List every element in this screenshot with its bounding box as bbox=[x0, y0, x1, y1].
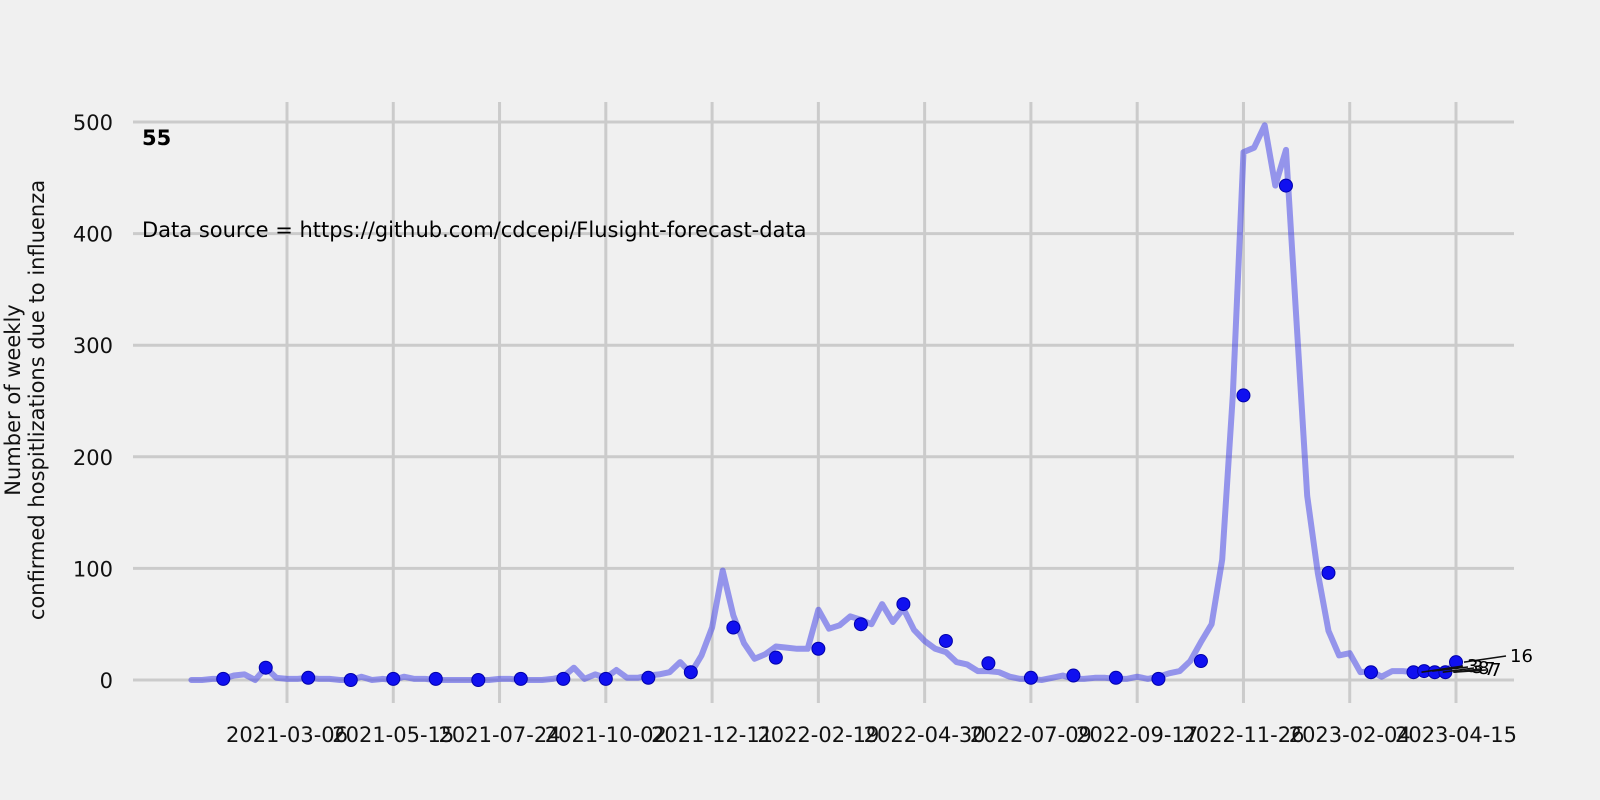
data-point bbox=[938, 633, 953, 648]
location-label: 55 bbox=[142, 126, 171, 150]
y-tick-label: 500 bbox=[73, 111, 113, 135]
data-point bbox=[471, 673, 486, 687]
x-tick-label: 2021-10-02 bbox=[545, 723, 667, 747]
data-point bbox=[1151, 671, 1166, 686]
x-tick-label: 2021-07-24 bbox=[439, 723, 561, 747]
data-source-annotation: Data source = https://github.com/cdcepi/… bbox=[142, 218, 807, 242]
forecast-label: 16 bbox=[1510, 646, 1533, 667]
data-point bbox=[1321, 565, 1336, 580]
forecast-arrow bbox=[1463, 655, 1507, 663]
data-point bbox=[386, 671, 401, 686]
data-point bbox=[301, 670, 316, 685]
y-tick-label: 200 bbox=[73, 446, 113, 470]
y-tick-label: 100 bbox=[73, 557, 113, 581]
data-point bbox=[811, 641, 826, 656]
forecast-label: 3 bbox=[1467, 656, 1478, 677]
data-point bbox=[513, 671, 528, 686]
x-tick-label: 2021-05-15 bbox=[332, 723, 454, 747]
x-tick-label: 2022-07-09 bbox=[970, 723, 1092, 747]
grid bbox=[133, 102, 1514, 703]
data-point bbox=[683, 665, 698, 680]
forecast-label: 3 bbox=[1472, 657, 1483, 678]
y-axis-label-group: Number of weekly confirmed hospitlizatio… bbox=[1, 180, 49, 620]
axis-ticks: 01002003004005002021-03-062021-05-152021… bbox=[73, 111, 1517, 747]
data-point bbox=[1023, 670, 1038, 685]
data-point bbox=[1363, 665, 1378, 680]
forecast-arrow bbox=[1421, 665, 1464, 673]
data-point bbox=[1193, 654, 1208, 669]
forecast-label: 8 bbox=[1478, 658, 1489, 679]
forecast-arrow bbox=[1432, 666, 1469, 672]
data-point bbox=[556, 671, 571, 686]
data-point bbox=[641, 670, 656, 685]
data-point bbox=[216, 671, 231, 686]
data-point bbox=[1066, 668, 1081, 683]
forecast-label: 7 bbox=[1484, 659, 1495, 680]
x-tick-label: 2022-11-26 bbox=[1182, 723, 1304, 747]
data-point bbox=[258, 660, 273, 675]
forecast-arrow bbox=[1453, 669, 1487, 673]
series-line bbox=[188, 122, 1459, 683]
data-point bbox=[981, 656, 996, 671]
data-point bbox=[1108, 670, 1123, 685]
x-tick-label: 2022-04-30 bbox=[864, 723, 986, 747]
x-tick-label: 2023-04-15 bbox=[1395, 723, 1517, 747]
data-point bbox=[598, 671, 613, 686]
x-tick-label: 2022-09-17 bbox=[1076, 723, 1198, 747]
y-tick-label: 0 bbox=[100, 669, 113, 693]
y-tick-label: 400 bbox=[73, 223, 113, 247]
x-tick-label: 2021-03-06 bbox=[226, 723, 348, 747]
data-point bbox=[853, 617, 868, 632]
x-tick-label: 2021-12-11 bbox=[651, 723, 773, 747]
data-point bbox=[726, 620, 741, 635]
data-point bbox=[1278, 178, 1293, 193]
data-point bbox=[343, 673, 358, 687]
data-point bbox=[896, 597, 911, 612]
series-line-group bbox=[188, 122, 1459, 683]
forecast-label: 7 bbox=[1490, 660, 1501, 681]
forecast-arrow bbox=[1442, 667, 1475, 673]
data-point bbox=[768, 650, 783, 665]
x-tick-label: 2022-02-19 bbox=[757, 723, 879, 747]
y-axis-label-line1: Number of weekly bbox=[1, 304, 25, 495]
series-markers bbox=[216, 178, 1463, 687]
data-point bbox=[1236, 388, 1251, 403]
x-tick-label: 2023-02-04 bbox=[1289, 723, 1411, 747]
data-point bbox=[428, 671, 443, 686]
y-tick-label: 300 bbox=[73, 334, 113, 358]
y-axis-label-line2: confirmed hospitlizations due to influen… bbox=[25, 180, 49, 620]
